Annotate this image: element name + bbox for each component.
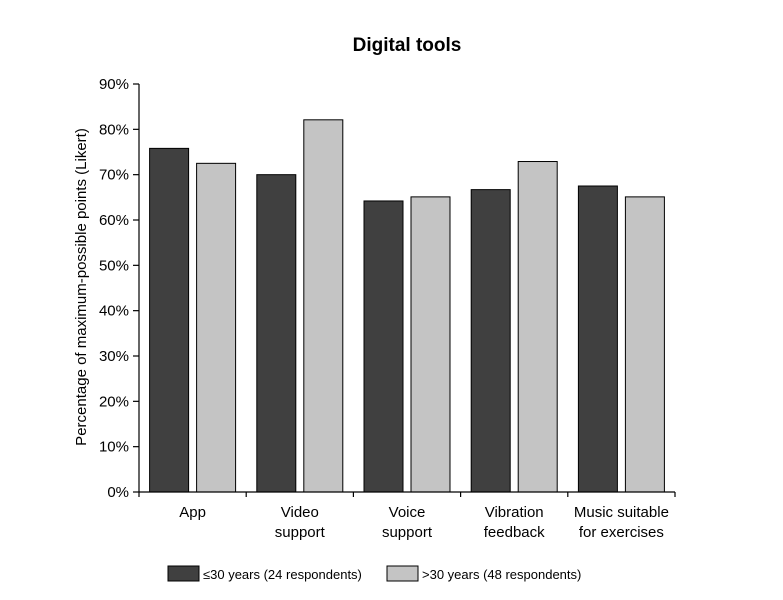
bar-series-1-cat-1 xyxy=(149,147,190,493)
x-category-label: Video support xyxy=(275,504,326,541)
y-tick-label: 0% xyxy=(107,484,129,501)
bar-series-1-cat-2 xyxy=(256,174,297,493)
y-axis-title: Percentage of maximum-possible points (L… xyxy=(73,128,90,446)
y-tick-label: 80% xyxy=(99,121,129,138)
legend-swatch-2 xyxy=(386,565,419,582)
x-category-label: Voice support xyxy=(382,504,433,541)
bar-series-1-cat-5 xyxy=(577,185,618,493)
bar-series-2-cat-5 xyxy=(624,196,665,493)
y-axis-ticks: 0% 10% 20% 30% 40% 50% 60% 70% 80% 90% xyxy=(99,76,139,501)
x-axis-ticks: App Video support Voice support Vibration feed… xyxy=(138,492,676,541)
y-tick-label: 90% xyxy=(99,76,129,93)
bar-series-1-cat-4 xyxy=(470,189,511,493)
y-tick-label: 20% xyxy=(99,393,129,410)
legend: ≤30 years (24 respondents) >30 years (48 … xyxy=(167,565,581,582)
legend-swatch-1 xyxy=(167,565,200,582)
y-tick-label: 40% xyxy=(99,303,129,320)
bar-series-2-cat-1 xyxy=(196,162,237,493)
y-tick-label: 70% xyxy=(99,167,129,184)
legend-label-1: ≤30 years (24 respondents) xyxy=(203,567,362,582)
bar-series-2-cat-4 xyxy=(517,161,558,493)
x-category-label: App xyxy=(179,504,206,521)
bar-series-1-cat-3 xyxy=(363,200,404,493)
x-category-label: Music suitable for exercises xyxy=(574,504,669,541)
y-tick-label: 30% xyxy=(99,348,129,365)
bar-series-2-cat-3 xyxy=(410,196,451,493)
y-tick-label: 50% xyxy=(99,257,129,274)
bars xyxy=(149,119,665,493)
chart-title: Digital tools xyxy=(353,35,462,56)
y-tick-label: 10% xyxy=(99,439,129,456)
y-tick-label: 60% xyxy=(99,212,129,229)
bar-series-2-cat-2 xyxy=(303,119,344,493)
legend-label-2: >30 years (48 respondents) xyxy=(422,567,581,582)
x-category-label: Vibration feedback xyxy=(484,504,545,541)
